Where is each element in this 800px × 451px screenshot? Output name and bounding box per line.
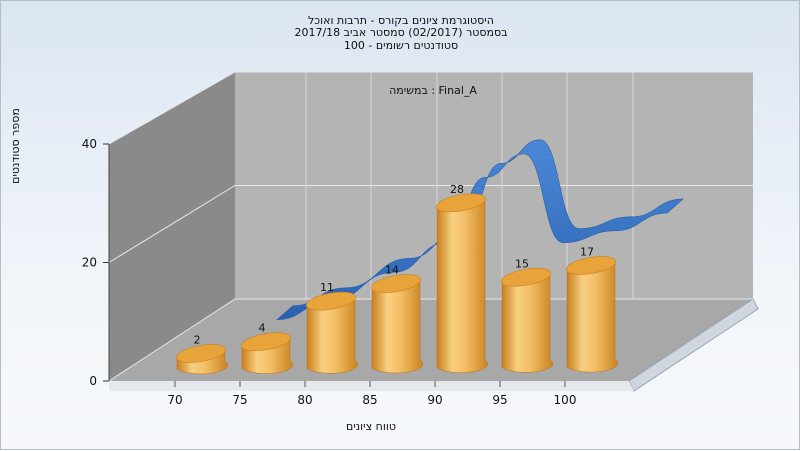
bar-top-cap <box>436 193 486 213</box>
task-annotation: במשימה : Final_A <box>389 84 477 97</box>
bar-value-label: 14 <box>385 264 399 277</box>
bar-top-cap <box>241 332 291 351</box>
x-tick-label: 100 <box>554 393 577 407</box>
histogram-bar <box>501 272 554 373</box>
gridline-h <box>108 185 753 263</box>
histogram-bar <box>436 198 489 373</box>
histogram-bar <box>371 279 424 374</box>
y-tick-label: 0 <box>89 374 97 388</box>
y-axis-label: מספר סטודנטים <box>9 108 22 184</box>
y-tick-label: 40 <box>82 137 97 151</box>
bar-top-cap <box>306 291 356 311</box>
floor-front-edge <box>109 381 634 391</box>
chart-subtitle-students: 100 - סטודנטים רשומים <box>343 39 459 52</box>
x-tick-label: 70 <box>167 393 182 407</box>
y-tick-label: 20 <box>82 256 97 270</box>
x-axis-label: טווח ציונים <box>346 420 396 433</box>
chart-title: היסטוגרמת ציונים בקורס - תרבות ואוכל <box>308 14 494 27</box>
bar-value-label: 28 <box>450 183 464 196</box>
bar-value-label: 4 <box>259 322 266 335</box>
histogram-bar <box>306 296 359 374</box>
gridline-h <box>108 71 753 145</box>
histogram-bar <box>566 261 619 373</box>
chart-subtitle-semester: בסמסטר (02/2017) סמסטר אביב 2017/18 <box>294 26 508 39</box>
x-tick-label: 80 <box>297 393 312 407</box>
bar-value-label: 17 <box>580 245 594 258</box>
x-tick-label: 75 <box>232 393 247 407</box>
bar-top-cap <box>501 267 551 287</box>
x-tick-label: 95 <box>492 393 507 407</box>
bar-top-cap <box>566 256 616 275</box>
bar-value-label: 15 <box>515 257 529 270</box>
bar-top-cap <box>176 344 226 363</box>
bar-value-label: 2 <box>194 334 201 347</box>
x-tick-label: 85 <box>362 393 377 407</box>
x-tick-label: 90 <box>427 393 442 407</box>
bar-value-label: 11 <box>320 281 334 294</box>
left-wall <box>109 72 235 381</box>
bar-top-cap <box>371 274 421 293</box>
